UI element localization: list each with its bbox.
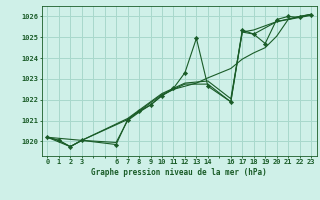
X-axis label: Graphe pression niveau de la mer (hPa): Graphe pression niveau de la mer (hPa) — [91, 168, 267, 177]
